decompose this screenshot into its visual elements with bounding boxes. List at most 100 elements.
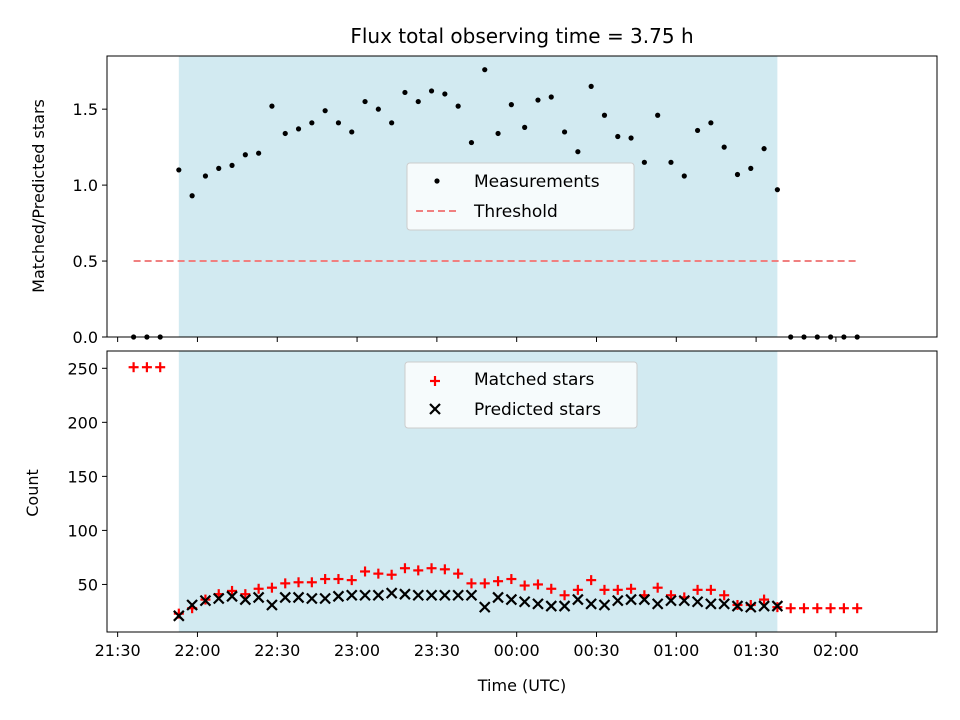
measurement-point [668,159,674,165]
measurement-point [229,162,235,168]
matched-stars-point [466,578,477,589]
predicted-stars-point [598,599,611,611]
measurement-point [256,150,262,156]
bottom-panel: 50 100 150 200 250 21:30 22:00 22:30 23:00 23:30… [23,350,938,695]
matched-stars-point [692,584,703,595]
measurement-point [641,159,647,165]
predicted-stars-point [758,600,770,612]
measurement-point [295,126,302,132]
predicted-stars-point [452,589,464,602]
predicted-stars-point [718,598,730,610]
matched-stars-point [785,603,796,614]
matched-stars-point [155,362,166,373]
matched-stars-point [333,574,344,585]
x-tick-label: 22:00 [174,641,220,660]
top-panel-frame [106,55,938,338]
matched-stars-point [373,568,384,579]
matched-stars-point [439,564,450,575]
bottom-y-ticks: 50 100 150 200 250 [67,359,107,594]
y-tick-label: 0.5 [73,252,98,271]
measurement-point [202,173,209,179]
matched-stars-point [665,590,676,601]
measurement-point [681,173,687,179]
matched-stars-point [705,584,716,595]
predicted-stars-point [705,598,717,610]
measurement-point [655,112,661,118]
bottom-legend: Matched stars Predicted stars [404,361,638,429]
x-tick-label: 23:00 [334,641,380,660]
x-tick-label: 23:30 [414,641,460,660]
measurement-point [335,120,342,126]
top-panel: 0.0 0.5 1.0 1.5 Matched/Predicted stars Mea… [29,55,938,347]
matched-stars-point [612,584,623,595]
matched-stars-point [586,575,597,586]
predicted-stars-point [266,599,278,611]
measurement-point [601,112,608,118]
predicted-stars-point [465,589,478,602]
measurement-point [535,97,541,103]
matched-stars-point [240,589,251,600]
legend-measurements-label: Measurements [474,172,600,192]
x-tick-label: 22:30 [254,641,300,660]
predicted-stars-point [651,598,664,610]
x-tick-label: 01:00 [653,641,699,660]
measurement-point [216,165,222,171]
matched-stars-point [360,566,371,577]
predicted-stars-point [731,600,744,612]
bottom-x-ticks: 21:30 22:00 22:30 23:00 23:30 00:00 00:30 01:00… [95,632,859,660]
measurement-point [561,129,568,135]
matched-stars-point [266,582,277,593]
x-tick-label: 00:30 [573,641,619,660]
measurement-point [708,120,714,126]
matched-stars-point [280,578,291,589]
y-tick-label: 50 [78,575,98,594]
measurement-point [615,133,621,140]
legend-threshold-label: Threshold [473,202,558,222]
matched-stars-point [346,575,357,586]
y-tick-label: 150 [67,467,98,486]
matched-stars-point [546,583,557,594]
predicted-stars-point [691,595,704,608]
predicted-stars-point [545,600,558,612]
y-tick-label: 1.5 [73,100,98,119]
predicted-stars-point [372,589,385,602]
measurement-point [522,124,528,130]
matched-stars-point [825,603,836,614]
matched-stars-point [293,577,304,588]
measurement-point [455,103,461,109]
bottom-y-axis-label: Count [23,469,42,517]
predicted-stars-point [638,593,651,606]
matched-stars-point [306,577,317,588]
predicted-stars-point [518,595,531,608]
predicted-stars-point [186,599,198,611]
predicted-stars-point [332,590,345,603]
predicted-stars-point [399,588,411,600]
matched-stars-point [399,563,410,574]
measurement-point [442,91,448,97]
measurement-point [694,127,701,134]
chart-title: Flux total observing time = 3.75 h [350,24,693,48]
measurement-point [721,144,727,150]
measurement-point [282,130,288,137]
predicted-stars-point [771,600,784,612]
predicted-stars-point [173,610,185,622]
measurement-point [322,108,328,114]
measurement-point [761,146,767,152]
predicted-stars-point [745,601,757,613]
matched-stars-point [719,590,730,601]
x-axis-label: Time (UTC) [477,676,566,695]
predicted-stars-point [439,589,451,602]
predicted-stars-point [212,592,225,605]
predicted-stars-point [199,594,212,607]
matched-stars-point [386,569,397,580]
measurement-point [389,120,395,126]
matched-stars-point [532,579,543,590]
y-tick-label: 1.0 [73,176,98,195]
measurement-point [349,129,355,135]
predicted-stars-point [625,593,637,606]
measurement-point [575,149,581,155]
predicted-stars-point [239,593,252,606]
measurement-point [402,89,408,96]
predicted-stars-point [306,592,318,605]
legend-predicted-stars-label: Predicted stars [474,400,601,420]
